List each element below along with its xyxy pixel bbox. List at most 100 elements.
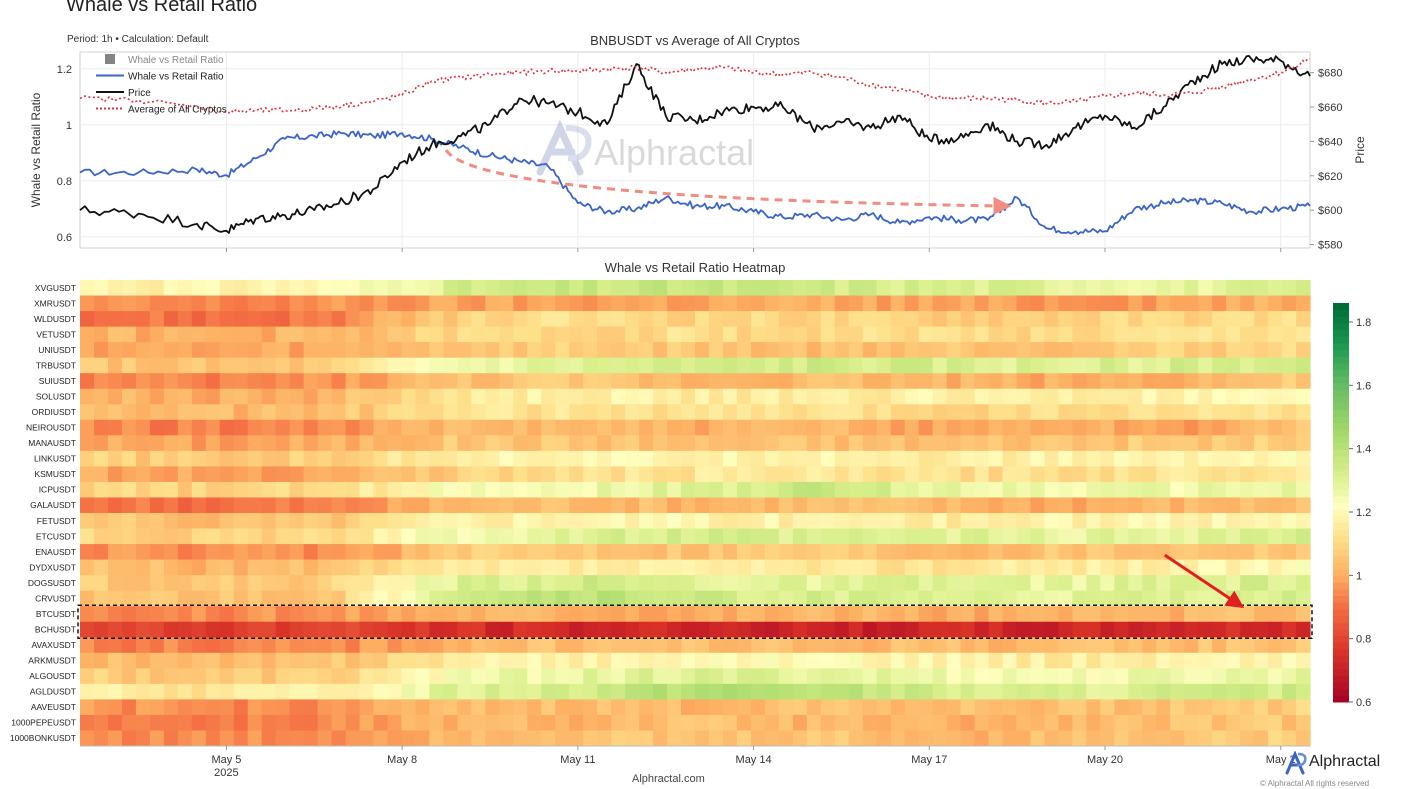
heatmap-cell bbox=[345, 637, 361, 654]
heatmap-cell bbox=[429, 497, 445, 514]
heatmap-cell bbox=[1198, 668, 1213, 685]
heatmap-cell bbox=[387, 466, 403, 483]
heatmap-cell bbox=[974, 419, 990, 436]
heatmap-cell bbox=[1212, 730, 1227, 747]
heatmap-cell bbox=[513, 466, 528, 483]
heatmap-cell bbox=[1170, 668, 1185, 685]
brand-logo-icon bbox=[1285, 751, 1307, 775]
heatmap-cell bbox=[1212, 606, 1227, 623]
heatmap-cell bbox=[541, 544, 556, 560]
heatmap-cell bbox=[1100, 342, 1115, 359]
heatmap-cell bbox=[778, 621, 794, 638]
heatmap-cell bbox=[1128, 621, 1143, 638]
heatmap-cell bbox=[205, 466, 221, 483]
heatmap-cell bbox=[960, 544, 976, 560]
heatmap-cell bbox=[303, 481, 319, 498]
heatmap-cell bbox=[1044, 326, 1060, 343]
heatmap-cell bbox=[513, 606, 528, 623]
heatmap-cell bbox=[1016, 714, 1032, 731]
heatmap-cell bbox=[918, 404, 934, 421]
heatmap-cell bbox=[667, 652, 682, 669]
heatmap-cell bbox=[820, 606, 836, 623]
heatmap-cell bbox=[806, 311, 822, 327]
heatmap-cell bbox=[80, 466, 95, 483]
heatmap-cell bbox=[569, 481, 584, 498]
heatmap-cell bbox=[583, 652, 598, 669]
heatmap-cell bbox=[1268, 404, 1283, 421]
heatmap-cell bbox=[163, 357, 179, 374]
footer-site-link[interactable]: Alphractal.com bbox=[632, 773, 705, 785]
heatmap-cell bbox=[1184, 575, 1199, 592]
heatmap-cell bbox=[750, 295, 766, 312]
heatmap-cell bbox=[639, 466, 654, 483]
heatmap-cell bbox=[331, 295, 347, 312]
heatmap-cell bbox=[1100, 637, 1115, 654]
heatmap-cell bbox=[261, 652, 277, 669]
heatmap-cell bbox=[1170, 357, 1185, 374]
heatmap-cell bbox=[792, 544, 808, 560]
heatmap-cell bbox=[1044, 730, 1060, 747]
heatmap-cell bbox=[695, 450, 710, 467]
heatmap-cell bbox=[457, 435, 472, 452]
heatmap-cell bbox=[261, 699, 277, 716]
heatmap-cell bbox=[862, 295, 878, 312]
heatmap-cell bbox=[1156, 714, 1171, 731]
heatmap-cell bbox=[303, 528, 319, 545]
heatmap-cell bbox=[1142, 590, 1157, 607]
heatmap-row-label: BCHUSDT bbox=[35, 625, 76, 635]
heatmap-cell bbox=[1268, 714, 1283, 731]
heatmap-cell bbox=[653, 357, 668, 374]
colorbar-segment bbox=[1333, 575, 1349, 583]
heatmap-cell bbox=[806, 668, 822, 685]
heatmap-cell bbox=[1128, 606, 1143, 623]
heatmap-cell bbox=[1184, 637, 1199, 654]
heatmap-cell bbox=[345, 683, 361, 700]
heatmap-cell bbox=[1268, 699, 1283, 716]
heatmap-cell bbox=[708, 435, 724, 452]
colorbar-tick-label: 1 bbox=[1356, 570, 1362, 582]
heatmap-cell bbox=[974, 435, 990, 452]
heatmap-cell bbox=[359, 637, 375, 654]
heatmap-cell bbox=[904, 606, 920, 623]
heatmap-cell bbox=[1114, 668, 1129, 685]
heatmap-cell bbox=[862, 311, 878, 327]
heatmap-cell bbox=[93, 404, 109, 421]
heatmap-cell bbox=[387, 575, 403, 592]
heatmap-cell bbox=[890, 419, 906, 436]
heatmap-cell bbox=[485, 295, 500, 312]
heatmap-cell bbox=[862, 326, 878, 343]
heatmap-cell bbox=[233, 280, 249, 296]
heatmap-cell bbox=[303, 280, 319, 296]
heatmap-cell bbox=[429, 528, 445, 545]
heatmap-cell bbox=[1226, 373, 1241, 390]
heatmap-cell bbox=[722, 466, 738, 483]
heatmap-cell bbox=[890, 544, 906, 560]
heatmap-cell bbox=[764, 575, 780, 592]
heatmap-cell bbox=[834, 295, 850, 312]
heatmap-cell bbox=[1254, 621, 1269, 638]
heatmap-cell bbox=[219, 714, 235, 731]
heatmap-cell bbox=[583, 357, 598, 374]
heatmap-cell bbox=[1142, 575, 1157, 592]
heatmap-row-label: AGLDUSDT bbox=[30, 687, 76, 697]
heatmap-cell bbox=[1254, 637, 1269, 654]
heatmap-cell bbox=[1142, 295, 1157, 312]
heatmap-cell bbox=[429, 590, 445, 607]
heatmap-cell bbox=[443, 544, 458, 560]
heatmap-cell bbox=[513, 637, 528, 654]
heatmap-cell bbox=[988, 606, 1004, 623]
heatmap-cell bbox=[708, 326, 724, 343]
heatmap-cell bbox=[611, 513, 626, 529]
heatmap-cell bbox=[1002, 280, 1018, 296]
heatmap-cell bbox=[555, 637, 570, 654]
heatmap-cell bbox=[1142, 435, 1157, 452]
heatmap-cell bbox=[1072, 699, 1087, 716]
heatmap-cell bbox=[736, 373, 752, 390]
heatmap-cell bbox=[834, 606, 850, 623]
heatmap-cell bbox=[107, 326, 123, 343]
heatmap-cell bbox=[443, 450, 458, 467]
heatmap-cell bbox=[289, 699, 305, 716]
heatmap-cell bbox=[639, 280, 654, 296]
heatmap-cell bbox=[205, 559, 221, 576]
heatmap-cell bbox=[275, 730, 291, 747]
